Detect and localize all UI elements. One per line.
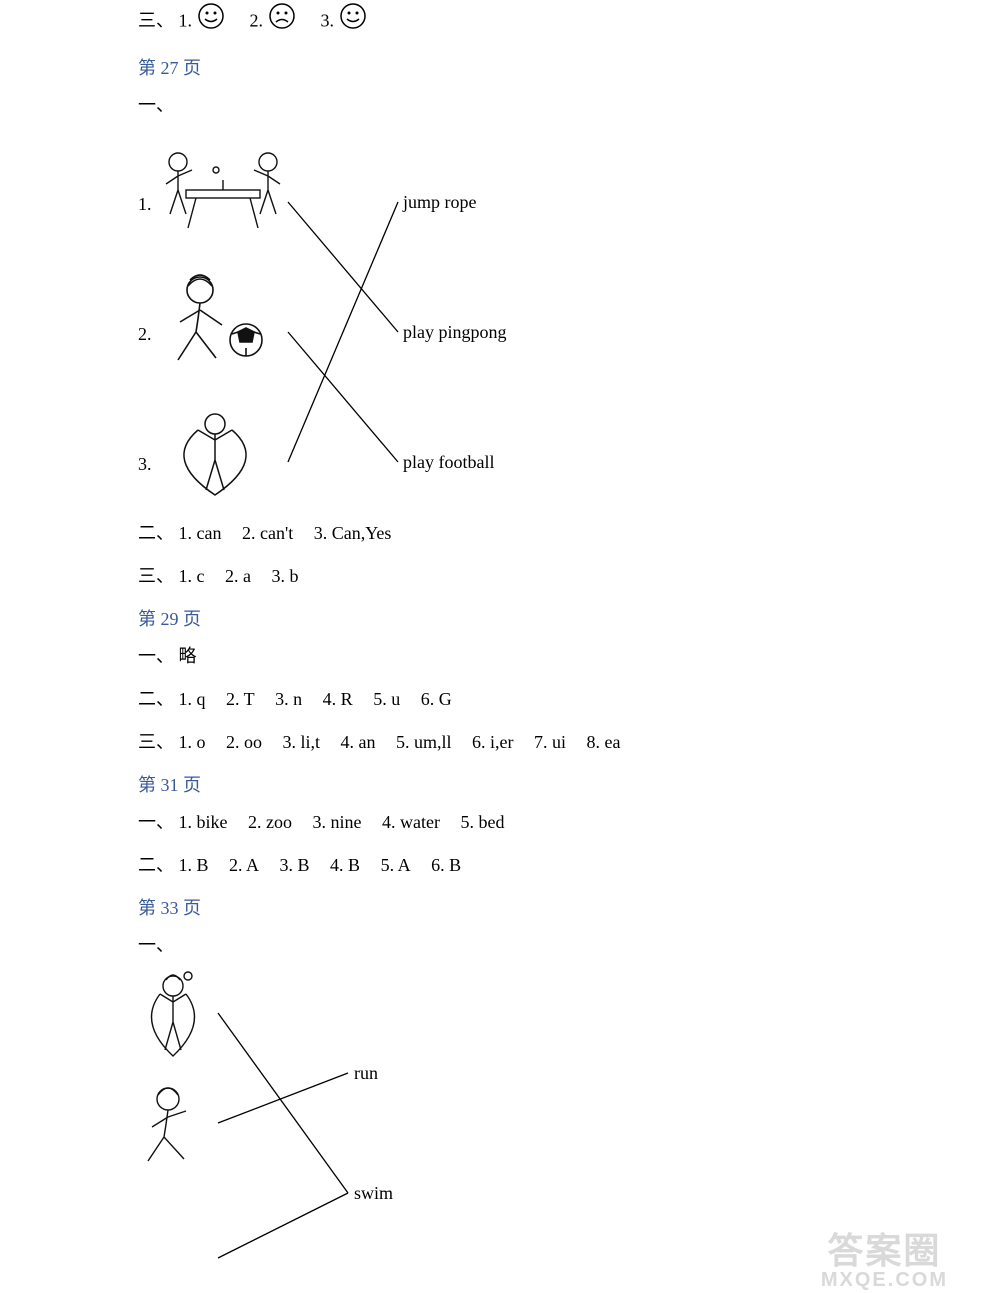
ans: 4. B: [330, 855, 360, 875]
sad-face-icon: [268, 2, 296, 40]
ans: 3. b: [272, 566, 299, 586]
ans: 5. um,ll: [396, 732, 452, 752]
ans: 7. ui: [534, 732, 566, 752]
jump-rope-sketch-icon: [168, 400, 263, 505]
match-right-label: jump rope: [403, 192, 477, 213]
ans: 3. nine: [313, 812, 362, 832]
ans: 4. water: [382, 812, 440, 832]
ans: 1. o: [179, 732, 206, 752]
sec-prefix: 三、: [138, 11, 174, 31]
ans: 6. i,er: [472, 732, 513, 752]
ans: 1. c: [179, 566, 205, 586]
ans: 5. A: [381, 855, 411, 875]
match-right-label: swim: [354, 1183, 393, 1204]
sec-prefix: 二、: [138, 855, 174, 875]
ans: 2. can't: [242, 523, 293, 543]
ans: 2. a: [225, 566, 251, 586]
item-num: 3.: [321, 11, 335, 31]
page-heading-29: 第 29 页: [138, 605, 858, 631]
happy-face-icon: [339, 2, 367, 40]
matching-diagram-33: run swim: [138, 973, 858, 1273]
ans: 2. T: [226, 689, 255, 709]
ans: 8. ea: [587, 732, 621, 752]
ans: 6. B: [431, 855, 461, 875]
page-heading-27: 第 27 页: [138, 54, 858, 80]
answer-line: 二、 1. q 2. T 3. n 4. R 5. u 6. G: [138, 684, 858, 715]
answer-line: 一、 1. bike 2. zoo 3. nine 4. water 5. be…: [138, 807, 858, 838]
sec-prefix: 一、: [138, 930, 858, 961]
sec-prefix: 二、: [138, 523, 174, 543]
item-num: 2.: [250, 11, 264, 31]
happy-face-icon: [197, 2, 225, 40]
match-left-num: 3.: [138, 454, 152, 475]
match-left-num: 2.: [138, 324, 152, 345]
sec-prefix: 一、: [138, 90, 858, 121]
ans: 3. Can,Yes: [314, 523, 392, 543]
ans: 6. G: [421, 689, 452, 709]
ans: 3. n: [275, 689, 302, 709]
ans: 5. bed: [460, 812, 504, 832]
ans: 3. li,t: [283, 732, 321, 752]
jump-rope-girl-sketch-icon: [138, 968, 208, 1063]
ans: 3. B: [280, 855, 310, 875]
sec-prefix: 一、: [138, 812, 174, 832]
match-right-label: run: [354, 1063, 378, 1084]
match-right-label: play football: [403, 452, 494, 473]
answer-line: 一、 略: [138, 641, 858, 672]
sec-three-faces: 三、 1. 2. 3.: [138, 2, 858, 40]
sec-prefix: 三、: [138, 566, 174, 586]
sec-prefix: 二、: [138, 689, 174, 709]
answer-line: 二、 1. B 2. A 3. B 4. B 5. A 6. B: [138, 850, 858, 881]
ans: 1. B: [179, 855, 209, 875]
ans: 2. oo: [226, 732, 262, 752]
matching-diagram-27: 1. 2.: [138, 132, 858, 512]
watermark-line2: MXQE.COM: [821, 1270, 948, 1291]
page-heading-31: 第 31 页: [138, 771, 858, 797]
sec-prefix: 一、: [138, 646, 174, 666]
match-left-num: 1.: [138, 194, 152, 215]
answer-line: 三、 1. c 2. a 3. b: [138, 561, 858, 592]
ans: 2. zoo: [248, 812, 292, 832]
ans: 2. A: [229, 855, 259, 875]
page-heading-33: 第 33 页: [138, 894, 858, 920]
ans: 略: [179, 646, 197, 666]
ans: 4. R: [323, 689, 353, 709]
ans: 4. an: [341, 732, 376, 752]
document-page: 三、 1. 2. 3. 第 27: [0, 0, 858, 1293]
match-right-label: play pingpong: [403, 322, 507, 343]
sec-prefix: 三、: [138, 732, 174, 752]
item-num: 1.: [179, 11, 193, 31]
ans: 1. bike: [179, 812, 228, 832]
pingpong-sketch-icon: [158, 140, 288, 240]
ans: 1. can: [179, 523, 222, 543]
answer-line: 三、 1. o 2. oo 3. li,t 4. an 5. um,ll 6. …: [138, 727, 858, 758]
ans: 1. q: [179, 689, 206, 709]
answer-line: 二、 1. can 2. can't 3. Can,Yes: [138, 518, 858, 549]
ans: 5. u: [373, 689, 400, 709]
running-boy-sketch-icon: [138, 1081, 208, 1176]
football-sketch-icon: [158, 270, 288, 375]
